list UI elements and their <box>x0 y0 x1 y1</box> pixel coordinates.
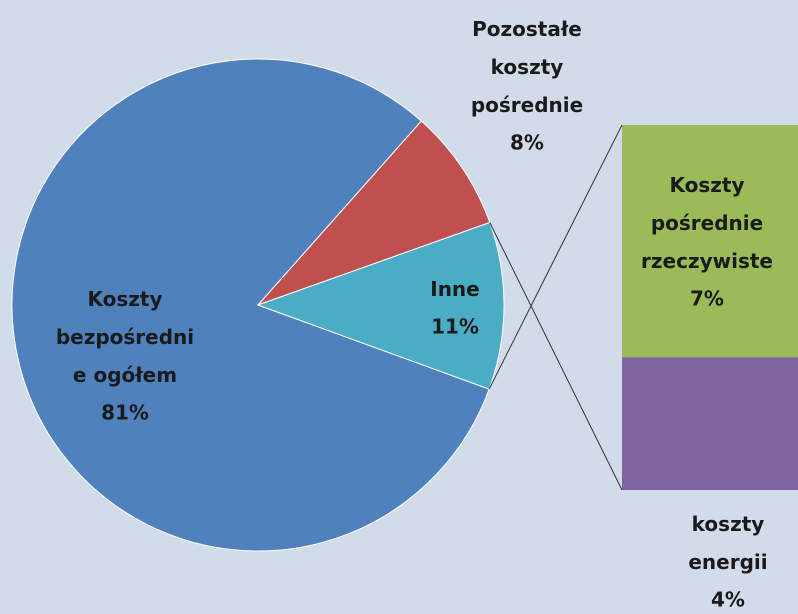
bar-value-label: 4% <box>711 588 745 612</box>
slice-value-label: 11% <box>431 315 479 339</box>
slice-value-label: 81% <box>101 401 149 425</box>
pie-slice <box>257 120 491 306</box>
slice-label: Inne <box>430 277 479 301</box>
connector <box>489 222 623 491</box>
bar-label: Koszty pośrednie rzeczywiste <box>641 173 773 273</box>
slice-label: Pozostałe koszty pośrednie <box>471 17 583 117</box>
bar-segment <box>622 357 798 490</box>
slice-label: Koszty bezpośredni e ogółem <box>56 287 194 387</box>
bar-segment <box>622 125 798 358</box>
slice-value-label: 8% <box>510 131 544 155</box>
pie-slice <box>256 221 505 390</box>
bar-label: koszty energii <box>688 512 767 574</box>
bar-value-label: 7% <box>690 287 724 311</box>
pie-slice <box>11 58 490 552</box>
connector <box>488 124 623 390</box>
